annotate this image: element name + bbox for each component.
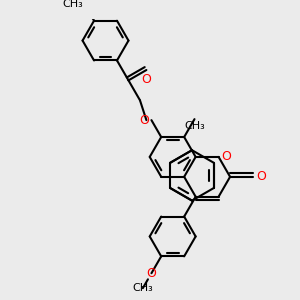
- Text: CH₃: CH₃: [184, 121, 205, 130]
- Text: O: O: [139, 114, 149, 127]
- Text: O: O: [221, 150, 231, 164]
- Text: CH₃: CH₃: [62, 0, 83, 9]
- Text: CH₃: CH₃: [133, 283, 153, 293]
- Text: O: O: [256, 170, 266, 183]
- Text: O: O: [141, 73, 151, 86]
- Text: O: O: [146, 267, 156, 280]
